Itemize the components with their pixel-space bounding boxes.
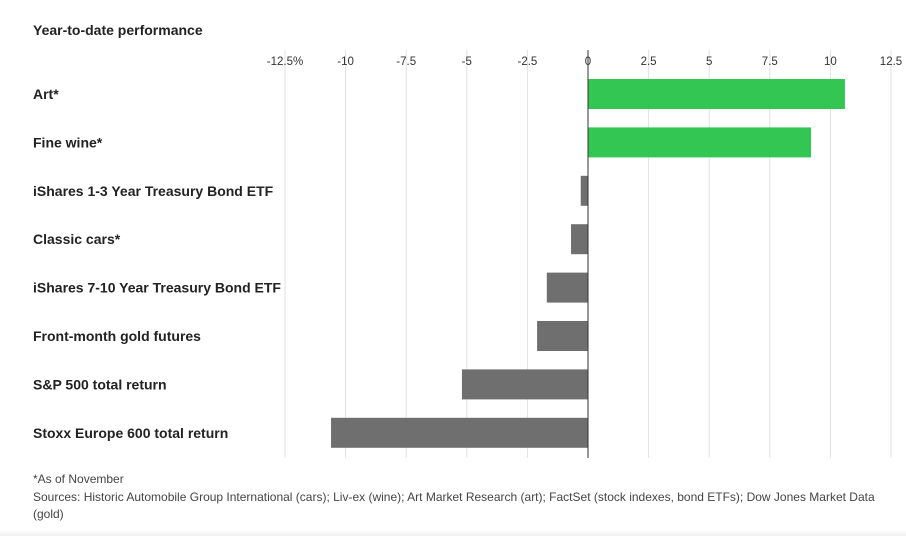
x-tick-label: -2.5 — [517, 56, 537, 68]
x-tick-label: -12.5% — [267, 56, 303, 68]
footnote-sources: Sources: Historic Automobile Group Inter… — [33, 490, 875, 521]
bar — [580, 175, 588, 206]
category-label: iShares 7-10 Year Treasury Bond ETF — [33, 280, 281, 296]
x-tick-label: 7.5 — [762, 56, 778, 68]
bar — [331, 417, 588, 448]
category-label: Fine wine* — [33, 134, 103, 150]
bar — [588, 79, 845, 109]
bottom-fade — [0, 530, 906, 536]
bar — [537, 321, 588, 351]
x-tick-label: 10 — [824, 56, 837, 68]
x-tick-label: -5 — [462, 56, 472, 68]
category-labels: Art* Fine wine* iShares 1-3 Year Treasury … — [33, 86, 281, 441]
category-label: iShares 1-3 Year Treasury Bond ETF — [33, 183, 274, 199]
bars — [331, 79, 845, 448]
category-label: Front-month gold futures — [33, 328, 201, 344]
x-tick-label: 5 — [706, 56, 712, 68]
bar — [461, 369, 588, 400]
x-tick-label: 2.5 — [641, 56, 657, 68]
chart-title: Year-to-date performance — [33, 22, 203, 38]
bar — [588, 127, 812, 158]
bar — [571, 224, 588, 255]
x-tick-label: -7.5 — [396, 56, 416, 68]
category-label: Art* — [33, 86, 59, 102]
category-label: Stoxx Europe 600 total return — [33, 425, 228, 441]
category-label: S&P 500 total return — [33, 376, 167, 392]
x-tick-label: -10 — [337, 56, 354, 68]
x-tick-label: 12.5 — [880, 56, 902, 68]
category-label: Classic cars* — [33, 231, 121, 247]
footnote-as-of: *As of November — [33, 472, 124, 486]
bar — [546, 272, 588, 303]
